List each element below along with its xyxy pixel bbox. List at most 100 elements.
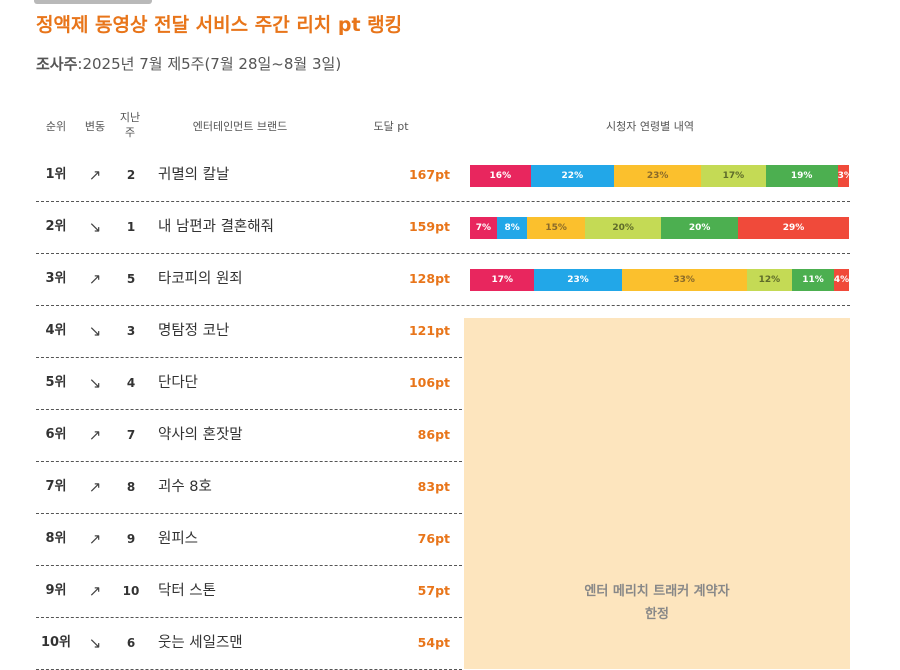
points-value: 86pt [417, 427, 450, 442]
brand-name: 약사의 혼잣말 [158, 427, 243, 443]
change-arrow-icon: ↗ [88, 166, 102, 184]
notice-text: 엔터 메리치 트래커 계약자 한정 [464, 580, 850, 626]
bar-segment: 22% [530, 165, 615, 187]
survey-week: 조사주:2025년 7월 제5주(7월 28일~8월 3일) [36, 53, 341, 74]
prev-week-cell: 6 [126, 636, 136, 650]
bar-segment: 23% [614, 165, 702, 187]
rank-cell: 1위 [45, 167, 67, 182]
bar-segment: 7% [470, 217, 497, 239]
points-value: 83pt [417, 479, 450, 494]
change-arrow-icon: ↗ [88, 530, 102, 548]
points-value: 128pt [408, 271, 450, 286]
table-row: 7위 ↗ 8 괴수 8호 83pt [36, 462, 462, 514]
header-change: 변동 [84, 120, 106, 133]
notice-line2: 한정 [645, 607, 669, 622]
brand-name: 괴수 8호 [158, 479, 212, 495]
row-divider [36, 305, 850, 306]
stacked-bar: 17% 23% 33% 12% 11% 4% [470, 269, 849, 291]
header-prev-line2: 주 [124, 126, 136, 139]
points-value: 76pt [417, 531, 450, 546]
prev-week-cell: 5 [126, 272, 136, 286]
rank-cell: 10위 [40, 635, 72, 650]
table-row: 5위 ↘ 4 단다단 106pt [36, 358, 462, 410]
row-divider [36, 461, 462, 462]
row-divider [36, 513, 462, 514]
change-arrow-icon: ↘ [88, 322, 102, 340]
stacked-bar: 7% 8% 15% 20% 20% 29% [470, 217, 849, 239]
bar-segment: 17% [701, 165, 766, 187]
row-divider [36, 253, 850, 254]
rank-cell: 5위 [45, 375, 67, 390]
survey-week-value: :2025년 7월 제5주(7월 28일~8월 3일) [77, 55, 342, 73]
row-divider [36, 201, 850, 202]
row-divider [36, 565, 462, 566]
header-rank: 순위 [45, 120, 67, 133]
prev-week-cell: 1 [126, 220, 136, 234]
prev-week-cell: 8 [126, 480, 136, 494]
bar-segment: 12% [746, 269, 793, 291]
points-value: 54pt [417, 635, 450, 650]
prev-week-cell: 10 [122, 584, 140, 598]
bar-segment: 11% [792, 269, 834, 291]
row-divider [36, 409, 462, 410]
change-arrow-icon: ↘ [88, 218, 102, 236]
points-value: 167pt [408, 167, 450, 182]
prev-week-cell: 3 [126, 324, 136, 338]
bar-segment: 17% [470, 269, 535, 291]
table-row: 8위 ↗ 9 원피스 76pt [36, 514, 462, 566]
header-breakdown: 시청자 연령별 내역 [606, 120, 694, 133]
prev-week-cell: 9 [126, 532, 136, 546]
contractor-only-notice: 엔터 메리치 트래커 계약자 한정 [464, 318, 850, 669]
brand-name: 웃는 세일즈맨 [158, 635, 243, 651]
row-divider [36, 617, 462, 618]
bar-segment: 33% [621, 269, 747, 291]
brand-name: 내 남편과 결혼해줘 [158, 219, 274, 235]
top-tab-indicator [34, 0, 152, 4]
rank-cell: 2위 [45, 219, 67, 234]
rank-cell: 9위 [45, 583, 67, 598]
stacked-bar: 16%22%23%17%19%3% [470, 165, 850, 187]
table-row: 2위 ↘ 1 내 남편과 결혼해줘 159pt [36, 202, 850, 254]
table-row: 6위 ↗ 7 약사의 혼잣말 86pt [36, 410, 462, 462]
table-row: 3위 ↗ 5 타코피의 원죄 128pt [36, 254, 850, 306]
brand-name: 닥터 스톤 [158, 583, 216, 599]
change-arrow-icon: ↘ [88, 374, 102, 392]
bar-segment: 8% [496, 217, 528, 239]
rank-cell: 4위 [45, 323, 67, 338]
brand-name: 단다단 [158, 375, 199, 391]
bar-segment: 20% [584, 217, 662, 239]
prev-week-cell: 4 [126, 376, 136, 390]
rank-cell: 8위 [45, 531, 67, 546]
change-arrow-icon: ↗ [88, 270, 102, 288]
bar-segment: 23% [534, 269, 622, 291]
bar-segment: 19% [765, 165, 838, 187]
points-value: 106pt [408, 375, 450, 390]
points-value: 159pt [408, 219, 450, 234]
rank-cell: 6위 [45, 427, 67, 442]
table-row: 1위 ↗ 2 귀멸의 칼날 167pt [36, 150, 850, 202]
change-arrow-icon: ↗ [88, 478, 102, 496]
rank-cell: 3위 [45, 271, 67, 286]
prev-week-cell: 2 [126, 168, 136, 182]
points-value: 57pt [417, 583, 450, 598]
bar-segment: 20% [661, 217, 738, 239]
table-row: 10위 ↘ 6 웃는 세일즈맨 54pt [36, 618, 462, 670]
rank-cell: 7위 [45, 479, 67, 494]
brand-name: 명탐정 코난 [158, 323, 230, 339]
bar-segment: 15% [527, 217, 585, 239]
survey-week-label: 조사주 [36, 55, 78, 73]
bar-segment: 4% [833, 269, 849, 291]
table-row: 9위 ↗ 10 닥터 스톤 57pt [36, 566, 462, 618]
table-row: 4위 ↘ 3 명탐정 코난 121pt [36, 306, 462, 358]
prev-week-cell: 7 [126, 428, 136, 442]
brand-name: 원피스 [158, 531, 199, 547]
bar-segment: 29% [737, 217, 849, 239]
brand-name: 타코피의 원죄 [158, 271, 243, 287]
bar-segment: 16% [470, 165, 531, 187]
points-value: 121pt [408, 323, 450, 338]
header-brand: 엔터테인먼트 브랜드 [192, 120, 288, 133]
page-title: 정액제 동영상 전달 서비스 주간 리치 pt 랭킹 [36, 14, 403, 36]
bar-segment: 3% [837, 165, 850, 187]
header-prev-line1: 지난 [119, 111, 141, 124]
